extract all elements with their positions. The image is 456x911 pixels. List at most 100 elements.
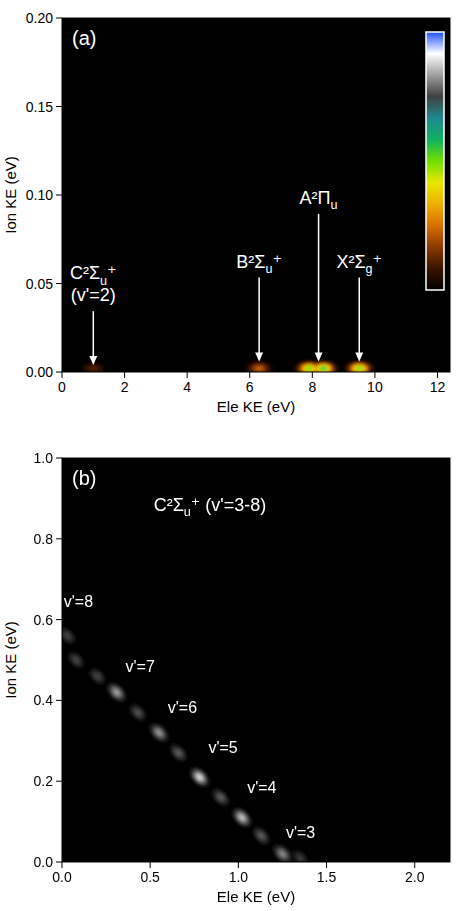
y-tick-label: 0.4: [34, 692, 54, 708]
spot: [277, 848, 288, 859]
arrow-head: [315, 352, 323, 361]
spot: [305, 366, 314, 371]
y-tick: [56, 283, 62, 284]
spot: [355, 366, 364, 371]
x-tick-label: 0: [58, 379, 66, 395]
spot: [290, 848, 309, 862]
text-run: v'=6: [168, 699, 197, 716]
annotation: C²Σu⁺ (v'=3-8): [154, 495, 267, 519]
x-tick: [249, 372, 250, 378]
spot: [173, 747, 184, 758]
spot: [317, 365, 329, 372]
x-tick: [437, 372, 438, 378]
spot: [295, 853, 306, 862]
x-tick: [62, 862, 63, 868]
text-run: ⁺ (v'=3-8): [191, 495, 266, 515]
spot: [157, 730, 162, 735]
x-axis-title: Ele KE (eV): [217, 888, 295, 905]
x-tick-label: 1.5: [317, 869, 337, 885]
x-tick-label: 8: [308, 379, 316, 395]
spot: [62, 628, 75, 644]
y-tick-label: 1.0: [34, 450, 54, 466]
x-tick: [312, 372, 313, 378]
spot: [62, 626, 77, 645]
spot: [249, 363, 270, 372]
spot: [62, 630, 73, 641]
subscript: u: [265, 262, 272, 276]
spot: [167, 741, 190, 764]
spot: [155, 729, 163, 737]
spot: [235, 811, 249, 825]
spot: [307, 367, 312, 370]
arrow-shaft: [93, 311, 95, 357]
spot: [123, 698, 153, 728]
spot: [268, 839, 298, 862]
spot: [69, 653, 83, 667]
x-tick-label: 2.0: [405, 869, 425, 885]
spot: [255, 829, 269, 843]
spot: [62, 629, 74, 643]
spot: [293, 851, 307, 862]
y-tick: [56, 781, 62, 782]
spot: [349, 363, 370, 372]
spot: [191, 769, 207, 785]
y-tick: [56, 372, 62, 373]
spot: [236, 812, 247, 823]
spot: [65, 648, 88, 671]
spot: [218, 795, 223, 800]
spot: [136, 710, 141, 715]
y-tick-label: 0.05: [26, 276, 53, 292]
arrow-shaft: [318, 214, 320, 354]
x-tick: [414, 862, 415, 868]
spot: [134, 708, 142, 716]
spots: [77, 359, 375, 372]
spot: [114, 690, 119, 695]
spot: [321, 367, 326, 370]
spot: [289, 846, 312, 862]
spot: [257, 832, 265, 840]
y-tick-label: 0.20: [26, 10, 53, 26]
spot: [86, 364, 101, 372]
spot: [193, 770, 207, 784]
spot: [149, 723, 168, 742]
spot: [214, 791, 228, 805]
spot: [259, 833, 264, 838]
spot: [91, 669, 105, 683]
spot: [68, 652, 84, 668]
spot: [110, 686, 124, 700]
spot: [257, 367, 262, 370]
spot: [232, 808, 251, 827]
spot: [253, 365, 265, 372]
subscript: u: [331, 198, 338, 212]
y-tick: [56, 458, 62, 459]
spot: [88, 667, 107, 686]
annotation: X²Σg⁺: [336, 252, 382, 276]
annotation: v'=5: [208, 739, 237, 756]
text-run: ⁺: [272, 252, 282, 272]
annotation: v'=7: [125, 658, 154, 675]
arrow-head: [89, 356, 97, 365]
spot: [169, 743, 188, 762]
x-tick: [187, 372, 188, 378]
spot: [206, 783, 236, 813]
spot: [347, 361, 372, 372]
spot: [292, 850, 308, 862]
x-tick: [326, 862, 327, 868]
spot: [65, 633, 70, 638]
spot: [66, 650, 85, 669]
annotation: A²Πu: [300, 188, 338, 212]
spot: [164, 738, 194, 768]
spot: [250, 364, 267, 372]
text-run: C²Σ: [70, 263, 100, 283]
y-tick: [56, 619, 62, 620]
spot: [130, 704, 146, 720]
spot: [91, 367, 96, 370]
spot: [296, 854, 304, 862]
spot: [71, 655, 82, 666]
spot: [278, 850, 286, 858]
spot: [170, 745, 186, 761]
spot: [95, 674, 100, 679]
spot: [209, 786, 232, 809]
x-tick: [124, 372, 125, 378]
x-tick-label: 0.5: [140, 869, 160, 885]
